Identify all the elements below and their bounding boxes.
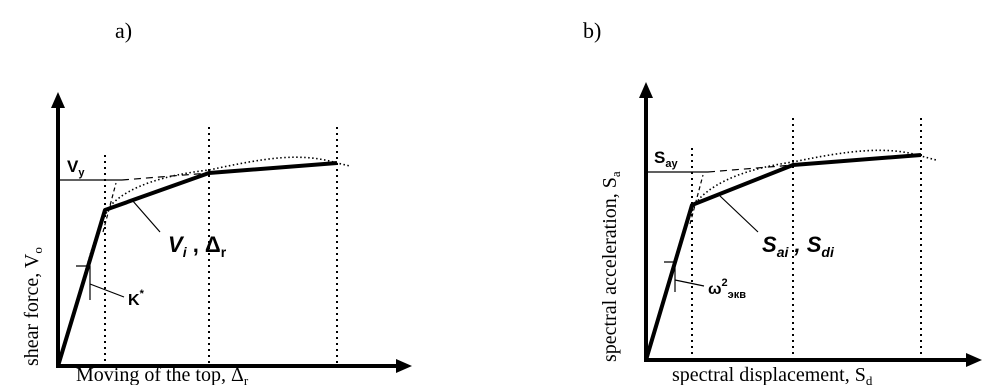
- panel-a-x-axis-label: Moving of the top, Δr: [76, 364, 249, 385]
- panel-b-capacity-curve: [645, 149, 937, 361]
- panel-b-yield-label: Say: [654, 148, 678, 170]
- panel-b-multilinear-curve: [644, 153, 922, 361]
- panel-b-stiffness-label: ω2экв: [708, 277, 746, 301]
- panel-a-letter: a): [115, 18, 132, 43]
- panel-a-capacity-curve: [57, 156, 351, 367]
- panel-b-y-axis-arrow: [639, 82, 653, 98]
- panel-a-yield-label: Vy: [67, 157, 85, 179]
- panel-b-x-axis-arrow: [966, 353, 982, 367]
- panel-a-stiffness-triangle: [76, 265, 91, 300]
- panel-b-y-axis-label: spectral acceleration, Sa: [599, 171, 623, 362]
- panel-a-x-axis-arrow: [396, 359, 412, 373]
- panel-a-y-axis-label: shear force, Vo: [21, 247, 45, 366]
- panel-a: a) Vy Vi , Δr K* shear force, Vo Moving …: [21, 18, 412, 385]
- panel-a-multilinear-curve: [56, 161, 338, 367]
- panel-a-stiffness-label: K*: [128, 288, 145, 309]
- panel-a-point-leader: [131, 199, 161, 233]
- panel-b-letter: b): [583, 18, 601, 43]
- panel-b-point-leader: [719, 195, 759, 233]
- panel-a-point-label: Vi , Δr: [168, 232, 227, 260]
- panel-a-stiffness-leader: [89, 283, 125, 298]
- panel-b: b) Say Sai , Sdi ω2экв spectral accelera…: [583, 18, 982, 385]
- panel-a-bilinear-dashed: [121, 172, 210, 181]
- panel-a-y-axis-arrow: [51, 92, 65, 108]
- panel-b-bilinear-dashed: [707, 164, 794, 173]
- panel-b-stiffness-leader: [674, 279, 705, 287]
- panel-b-x-axis-label: spectral displacement, Sd: [672, 364, 873, 385]
- panel-b-initial-dashed: [689, 174, 704, 225]
- panel-a-initial-dashed: [102, 182, 117, 233]
- panel-b-stiffness-triangle: [664, 261, 676, 292]
- panel-b-point-label: Sai , Sdi: [762, 232, 835, 260]
